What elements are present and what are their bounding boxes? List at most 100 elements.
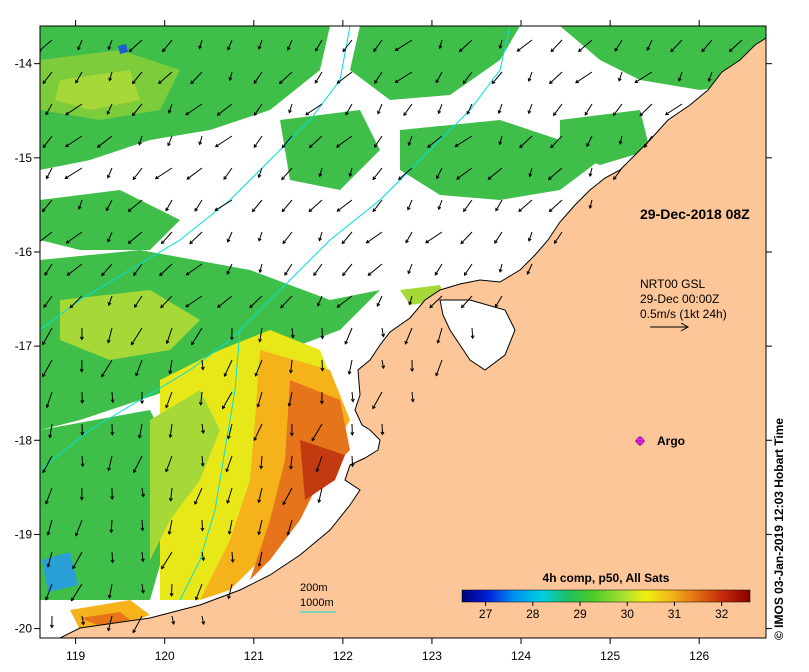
- argo-label: Argo: [657, 434, 685, 448]
- current-vector-head: [154, 175, 159, 180]
- current-vector-head: [141, 589, 145, 594]
- current-vector: [46, 391, 53, 408]
- current-vector-head: [110, 431, 115, 436]
- current-vector-head: [372, 176, 377, 181]
- current-vector: [227, 231, 233, 243]
- current-vector: [201, 455, 204, 466]
- current-vector: [729, 39, 743, 52]
- current-vector-head: [226, 435, 231, 440]
- current-vector: [138, 135, 143, 145]
- current-vector: [231, 551, 234, 563]
- current-vector-head: [394, 47, 399, 52]
- current-vector: [227, 583, 233, 599]
- current-vector: [584, 103, 593, 116]
- current-vector: [130, 327, 143, 345]
- current-vector: [185, 295, 203, 308]
- current-vector-head: [194, 596, 199, 601]
- current-vector: [228, 519, 233, 535]
- current-vector-head: [618, 140, 623, 145]
- current-vector: [341, 231, 353, 244]
- current-vector-head: [308, 144, 313, 149]
- current-vector-head: [550, 144, 554, 149]
- current-vector-head: [586, 143, 590, 148]
- colorbar-ramp: [461, 589, 751, 603]
- current-vector-head: [519, 144, 523, 149]
- current-vector-head: [79, 336, 84, 341]
- current-vector-head: [189, 240, 193, 245]
- current-vector-head: [230, 559, 235, 563]
- current-vector: [281, 135, 293, 148]
- current-vector: [129, 39, 143, 52]
- current-vector: [376, 295, 383, 307]
- current-vector-head: [548, 208, 553, 213]
- current-vector-head: [96, 144, 101, 148]
- current-vector-head: [226, 500, 230, 504]
- current-vector-head: [380, 431, 385, 436]
- current-vector-head: [350, 431, 355, 436]
- current-vector: [165, 199, 173, 211]
- current-vector: [290, 359, 293, 373]
- current-vector: [614, 39, 623, 52]
- current-vector-head: [110, 559, 115, 564]
- current-vector: [255, 359, 263, 377]
- current-vector-head: [646, 47, 651, 51]
- current-vector: [141, 519, 144, 531]
- current-vector-head: [227, 46, 231, 51]
- current-vector: [519, 135, 533, 148]
- current-vector: [381, 359, 385, 369]
- current-vector: [528, 71, 533, 82]
- current-vector-head: [320, 367, 325, 372]
- current-vector-head: [425, 239, 429, 244]
- current-vector: [348, 359, 353, 375]
- current-vector: [201, 423, 204, 434]
- current-vector: [575, 71, 593, 84]
- current-vector: [107, 231, 113, 242]
- current-vector: [281, 167, 293, 180]
- current-vector-head: [463, 272, 468, 276]
- current-vector-head: [221, 405, 226, 410]
- current-vector: [374, 71, 383, 84]
- current-vector: [613, 167, 623, 180]
- current-vector: [553, 103, 563, 116]
- current-vector-head: [257, 45, 262, 50]
- current-vector: [462, 71, 473, 84]
- current-vector-head: [281, 208, 286, 213]
- current-vector-head: [132, 176, 137, 181]
- current-vector-head: [49, 624, 54, 629]
- current-vector: [311, 423, 323, 441]
- current-vector-head: [664, 111, 669, 116]
- current-vector-head: [70, 597, 75, 602]
- current-vector-head: [42, 469, 46, 474]
- current-vector: [72, 551, 83, 569]
- current-vector-head: [308, 208, 313, 213]
- current-vector-head: [107, 238, 111, 243]
- current-vector-head: [107, 594, 112, 599]
- current-vector: [258, 487, 263, 503]
- current-vector-head: [101, 373, 105, 378]
- current-vector-head: [107, 302, 112, 307]
- current-vector: [708, 71, 713, 82]
- current-vector-head: [374, 144, 378, 148]
- current-vector: [215, 135, 233, 148]
- current-vector-head: [168, 434, 173, 439]
- current-vector-head: [282, 501, 287, 506]
- current-vector: [471, 327, 474, 339]
- current-vector-head: [342, 48, 347, 53]
- current-vector-head: [228, 77, 233, 82]
- current-vector-head: [214, 143, 219, 148]
- current-vector: [65, 167, 83, 179]
- current-vector-head: [81, 621, 86, 626]
- current-vector-head: [463, 208, 467, 213]
- current-vector: [258, 519, 263, 535]
- current-vector: [437, 103, 443, 114]
- current-vector: [249, 295, 263, 308]
- y-tick-label: -14: [15, 57, 33, 71]
- current-vector-head: [286, 531, 291, 536]
- current-vector-head: [257, 237, 262, 242]
- current-vector: [639, 103, 653, 116]
- current-vector: [290, 455, 293, 469]
- current-vector: [487, 167, 503, 180]
- current-vector: [252, 199, 263, 212]
- current-vector-head: [171, 621, 176, 625]
- current-vector: [159, 263, 173, 276]
